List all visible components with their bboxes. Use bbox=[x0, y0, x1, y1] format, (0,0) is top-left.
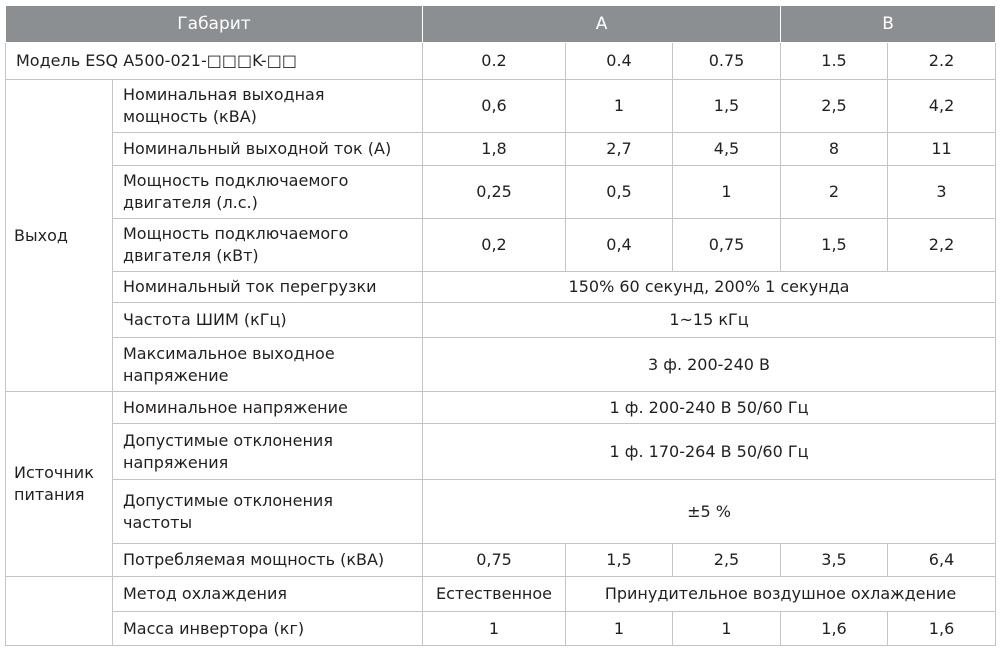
model-value: 0.75 bbox=[671, 42, 782, 80]
row-value: 1,5 bbox=[780, 218, 889, 272]
model-value: 2.2 bbox=[887, 42, 997, 80]
spec-table: Габарит A B Модель ESQ A500-021-□□□K-□□ 0.2 0… bbox=[5, 5, 997, 646]
row-value: 1~15 кГц bbox=[421, 302, 997, 338]
row-value: 1 ф. 170-264 В 50/60 Гц bbox=[421, 423, 997, 480]
row-value: 0,75 bbox=[671, 218, 782, 272]
row-label: Допустимые отклонения напряжения bbox=[112, 423, 423, 480]
model-value: 0.4 bbox=[565, 42, 673, 80]
table-row: Метод охлаждения Естественное Принудительн… bbox=[5, 576, 997, 646]
row-value: 1 bbox=[565, 79, 673, 133]
row-value: 11 bbox=[887, 132, 997, 166]
row-value: ±5 % bbox=[421, 479, 997, 544]
table-row: Мощность подключаемого двигателя (кВт) 0,… bbox=[6, 218, 997, 272]
row-value: 1,6 bbox=[780, 611, 889, 646]
row-value: 1,5 bbox=[671, 79, 782, 133]
row-value: 6,4 bbox=[887, 543, 997, 577]
row-label: Частота ШИМ (кГц) bbox=[112, 302, 423, 338]
row-label: Метод охлаждения bbox=[112, 576, 423, 612]
row-value: 0,25 bbox=[422, 165, 566, 219]
model-value: 1.5 bbox=[780, 42, 889, 80]
row-label: Номинальный ток перегрузки bbox=[112, 271, 423, 303]
model-value: 0.2 bbox=[422, 42, 566, 80]
model-label: Модель ESQ A500-021-□□□K-□□ bbox=[5, 42, 423, 80]
row-value: 0,5 bbox=[565, 165, 673, 219]
row-value: 0,6 bbox=[422, 79, 566, 133]
row-value: 2,2 bbox=[887, 218, 997, 272]
row-value: 0,2 bbox=[422, 218, 566, 272]
table-row: Допустимые отклонения частоты ±5 % bbox=[6, 479, 997, 544]
row-value: 150% 60 секунд, 200% 1 секунда bbox=[421, 271, 997, 303]
row-value: 2,5 bbox=[780, 79, 889, 133]
row-value: 4,5 bbox=[671, 132, 782, 166]
header-group: A bbox=[421, 5, 782, 43]
table-row: Частота ШИМ (кГц) 1~15 кГц bbox=[6, 302, 997, 338]
table-row: Номинальный ток перегрузки 150% 60 секунд… bbox=[6, 271, 997, 303]
row-label: Мощность подключаемого двигателя (кВт) bbox=[112, 218, 423, 272]
table-row: Модель ESQ A500-021-□□□K-□□ 0.2 0.4 0.75 1.5… bbox=[5, 42, 997, 80]
table-row: Потребляемая мощность (кВА) 0,75 1,5 2,5 3,5… bbox=[6, 543, 997, 577]
row-value: 1,8 bbox=[422, 132, 566, 166]
row-label: Максимальное выходное напряжение bbox=[112, 337, 423, 392]
table-row: Мощность подключаемого двигателя (л.с.) 0… bbox=[6, 165, 997, 219]
row-value: 1,5 bbox=[565, 543, 673, 577]
row-value: 1,6 bbox=[887, 611, 997, 646]
section-title bbox=[5, 576, 113, 646]
row-label: Номинальная выходная мощность (кВА) bbox=[112, 79, 423, 133]
row-label: Номинальный выходной ток (А) bbox=[112, 132, 423, 166]
row-value: Принудительное воздушное охлаждение bbox=[564, 576, 997, 612]
row-value: 0,4 bbox=[565, 218, 673, 272]
row-value: 1 bbox=[422, 611, 566, 646]
row-value: 2,5 bbox=[671, 543, 782, 577]
row-value: 3 bbox=[887, 165, 997, 219]
row-label: Номинальное напряжение bbox=[112, 391, 423, 424]
row-label: Мощность подключаемого двигателя (л.с.) bbox=[112, 165, 423, 219]
row-value: 1 ф. 200-240 В 50/60 Гц bbox=[421, 391, 997, 424]
row-value: 1 bbox=[565, 611, 673, 646]
section-title: Источник питания bbox=[5, 391, 113, 577]
table-row: Масса инвертора (кг) 1 1 1 1,6 1,6 bbox=[6, 611, 997, 646]
row-value: 3 ф. 200-240 В bbox=[421, 337, 997, 392]
row-label: Потребляемая мощность (кВА) bbox=[112, 543, 423, 577]
row-value: 4,2 bbox=[887, 79, 997, 133]
row-value: 2 bbox=[780, 165, 889, 219]
header-group: B bbox=[780, 5, 997, 43]
row-label: Масса инвертора (кг) bbox=[112, 611, 423, 646]
table-row: Максимальное выходное напряжение 3 ф. 200… bbox=[6, 337, 997, 392]
table-row: Источник питания Номинальное напряжение 1 … bbox=[5, 391, 997, 577]
table-row: Габарит A B bbox=[5, 5, 997, 43]
table-body: Габарит A B Модель ESQ A500-021-□□□K-□□ 0.2 0… bbox=[5, 5, 997, 646]
row-value: 1 bbox=[671, 611, 782, 646]
section-title: Выход bbox=[5, 79, 113, 392]
table-row: Выход Номинальная выходная мощность (кВА)… bbox=[5, 79, 997, 392]
row-value: 3,5 bbox=[780, 543, 889, 577]
row-value: 1 bbox=[671, 165, 782, 219]
row-value: 8 bbox=[780, 132, 889, 166]
row-value: Естественное bbox=[422, 576, 566, 612]
row-label: Допустимые отклонения частоты bbox=[112, 479, 423, 544]
table-row: Номинальный выходной ток (А) 1,8 2,7 4,5 8 11 bbox=[6, 132, 997, 166]
table-row: Допустимые отклонения напряжения 1 ф. 170… bbox=[6, 423, 997, 480]
header-label: Габарит bbox=[5, 5, 423, 43]
row-value: 2,7 bbox=[565, 132, 673, 166]
row-value: 0,75 bbox=[422, 543, 566, 577]
